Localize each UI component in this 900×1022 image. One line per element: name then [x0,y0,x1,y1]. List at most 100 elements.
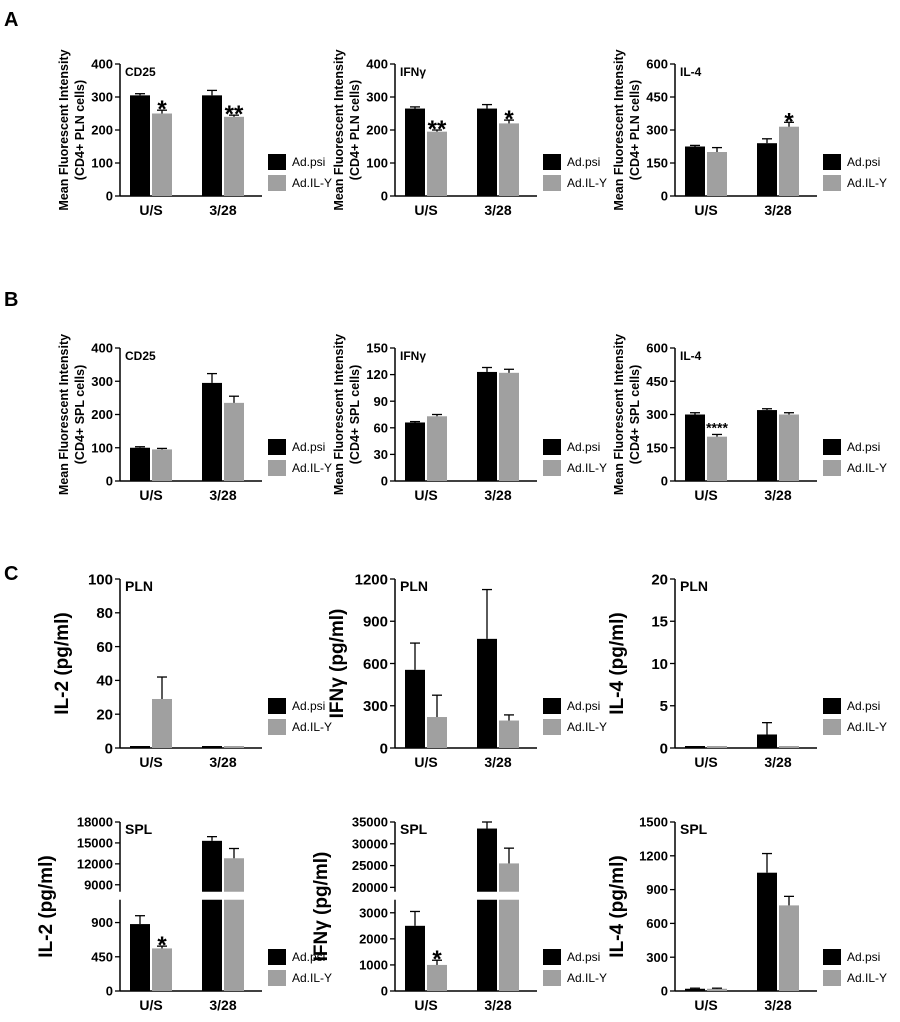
legend-swatch-adpsi [823,698,841,714]
bar-adil-y [427,964,447,991]
bar-adil-y [152,948,172,991]
y-tick-label: 400 [91,57,113,72]
y-axis-label: IL-4 (pg/ml) [607,855,628,957]
chart-subtitle: IL-4 [680,65,702,79]
chart-7: 0 20 40 60 80 100 U/S 3/28 PLN IL-2 (pg/ml) Ad.psi… [52,571,332,770]
y-tick-label: 60 [374,420,388,435]
y-axis-label: Mean Fluorescent Intensity [57,334,71,495]
chart-subtitle: PLN [125,578,153,594]
significance-marker: ** [225,101,244,128]
y-tick-label: 18000 [77,815,113,830]
legend-label: Ad.IL-Y [567,971,607,985]
bar-adpsi [477,638,497,748]
legend-label: Ad.IL-Y [292,176,332,190]
y-axis-label: (CD4+ PLN cells) [628,80,642,180]
chart-2: 0 100 200 300 400 U/S 3/28 IFNγ Mean Fluorescent… [332,49,607,218]
significance-marker: ** [428,116,447,143]
y-tick-label: 12000 [77,856,113,871]
bar-adpsi [202,382,222,481]
legend-swatch-adpsi [823,439,841,455]
legend-swatch-adil-y [543,460,561,476]
legend-swatch-adpsi [268,949,286,965]
legend-label: Ad.IL-Y [847,720,887,734]
y-axis-label: IFNγ (pg/ml) [327,609,348,719]
legend-swatch-adpsi [268,698,286,714]
y-tick-label: 150 [646,156,668,171]
legend-swatch-adil-y [543,719,561,735]
y-tick-label: 400 [366,57,388,72]
chart-subtitle: CD25 [125,65,156,79]
y-tick-label: 35000 [352,815,388,830]
chart-5: 0 30 60 90 120 150 U/S 3/28 IFNγ Mean Fluorescent… [332,334,607,503]
y-tick-label: 100 [366,156,388,171]
y-tick-label: 3000 [359,905,388,920]
significance-marker: * [504,106,514,133]
chart-1: 0 100 200 300 400 U/S 3/28 CD25 Mean Fluorescent… [57,49,332,218]
bar-adpsi [477,828,497,892]
bar-adpsi [130,95,150,196]
bar-adpsi [757,734,777,748]
chart-6: 0 150 300 450 600 U/S 3/28 IL-4 Mean Fluorescent… [612,334,887,503]
y-tick-label: 20 [651,571,668,588]
bar-adil-y [224,116,244,196]
y-tick-label: 600 [646,341,668,356]
y-axis-label: Mean Fluorescent Intensity [332,334,346,495]
x-tick-label: U/S [414,754,437,770]
y-tick-label: 200 [366,123,388,138]
bar-adpsi [130,924,150,991]
x-tick-label: 3/28 [209,202,236,218]
y-axis-label: (CD4+ SPL cells) [348,365,362,464]
y-tick-label: 90 [374,394,388,409]
legend-swatch-adpsi [823,949,841,965]
y-tick-label: 0 [661,189,668,204]
x-tick-label: 3/28 [764,997,791,1013]
bar-adpsi [757,410,777,481]
significance-marker: * [784,108,794,135]
chart-8: 0 300 600 900 1200 U/S 3/28 PLN IFNγ (pg/ml) Ad.p… [327,571,607,770]
y-tick-label: 9000 [84,877,113,892]
legend-swatch-adpsi [543,439,561,455]
bar-adpsi-lower [477,899,497,991]
bar-adpsi [477,108,497,196]
chart-subtitle: CD25 [125,349,156,363]
x-tick-label: 3/28 [764,202,791,218]
legend-label: Ad.IL-Y [567,176,607,190]
legend-label: Ad.IL-Y [292,720,332,734]
chart-11: 0 1000 2000 3000 20000 25000 30000 35000 U/S 3/28… [311,815,607,1013]
y-tick-label: 400 [91,341,113,356]
y-tick-label: 100 [88,571,113,588]
bar-adil-y [499,720,519,748]
bar-adpsi [405,422,425,481]
legend-swatch-adil-y [268,460,286,476]
bar-adil-y [224,858,244,892]
y-tick-label: 100 [91,156,113,171]
x-tick-label: 3/28 [764,487,791,503]
bar-adpsi [685,146,705,196]
y-axis-label: (CD4+ PLN cells) [73,80,87,180]
bar-adpsi [202,840,222,892]
bar-adpsi [405,108,425,196]
chart-12: 0 300 600 900 1200 1500 U/S 3/28 SPL IL-4 (pg/ml)… [607,815,887,1013]
y-tick-label: 15000 [77,835,113,850]
bar-adpsi [757,872,777,991]
bar-adil-y [779,414,799,481]
bar-adil-y [224,402,244,481]
y-tick-label: 900 [646,882,668,897]
significance-marker: * [432,946,442,973]
legend-swatch-adpsi [823,154,841,170]
bar-adil-y [499,123,519,196]
legend-swatch-adil-y [268,175,286,191]
legend-label: Ad.psi [292,440,325,454]
chart-subtitle: SPL [125,821,153,837]
bar-adil-y-lower [499,899,519,991]
bar-adpsi [685,988,705,991]
y-tick-label: 0 [106,189,113,204]
significance-marker: * [157,96,167,123]
y-tick-label: 150 [366,341,388,356]
significance-marker: **** [706,419,728,435]
x-tick-label: U/S [139,487,162,503]
x-tick-label: 3/28 [209,997,236,1013]
x-tick-label: U/S [694,202,717,218]
y-tick-label: 300 [366,90,388,105]
legend-label: Ad.psi [847,440,880,454]
